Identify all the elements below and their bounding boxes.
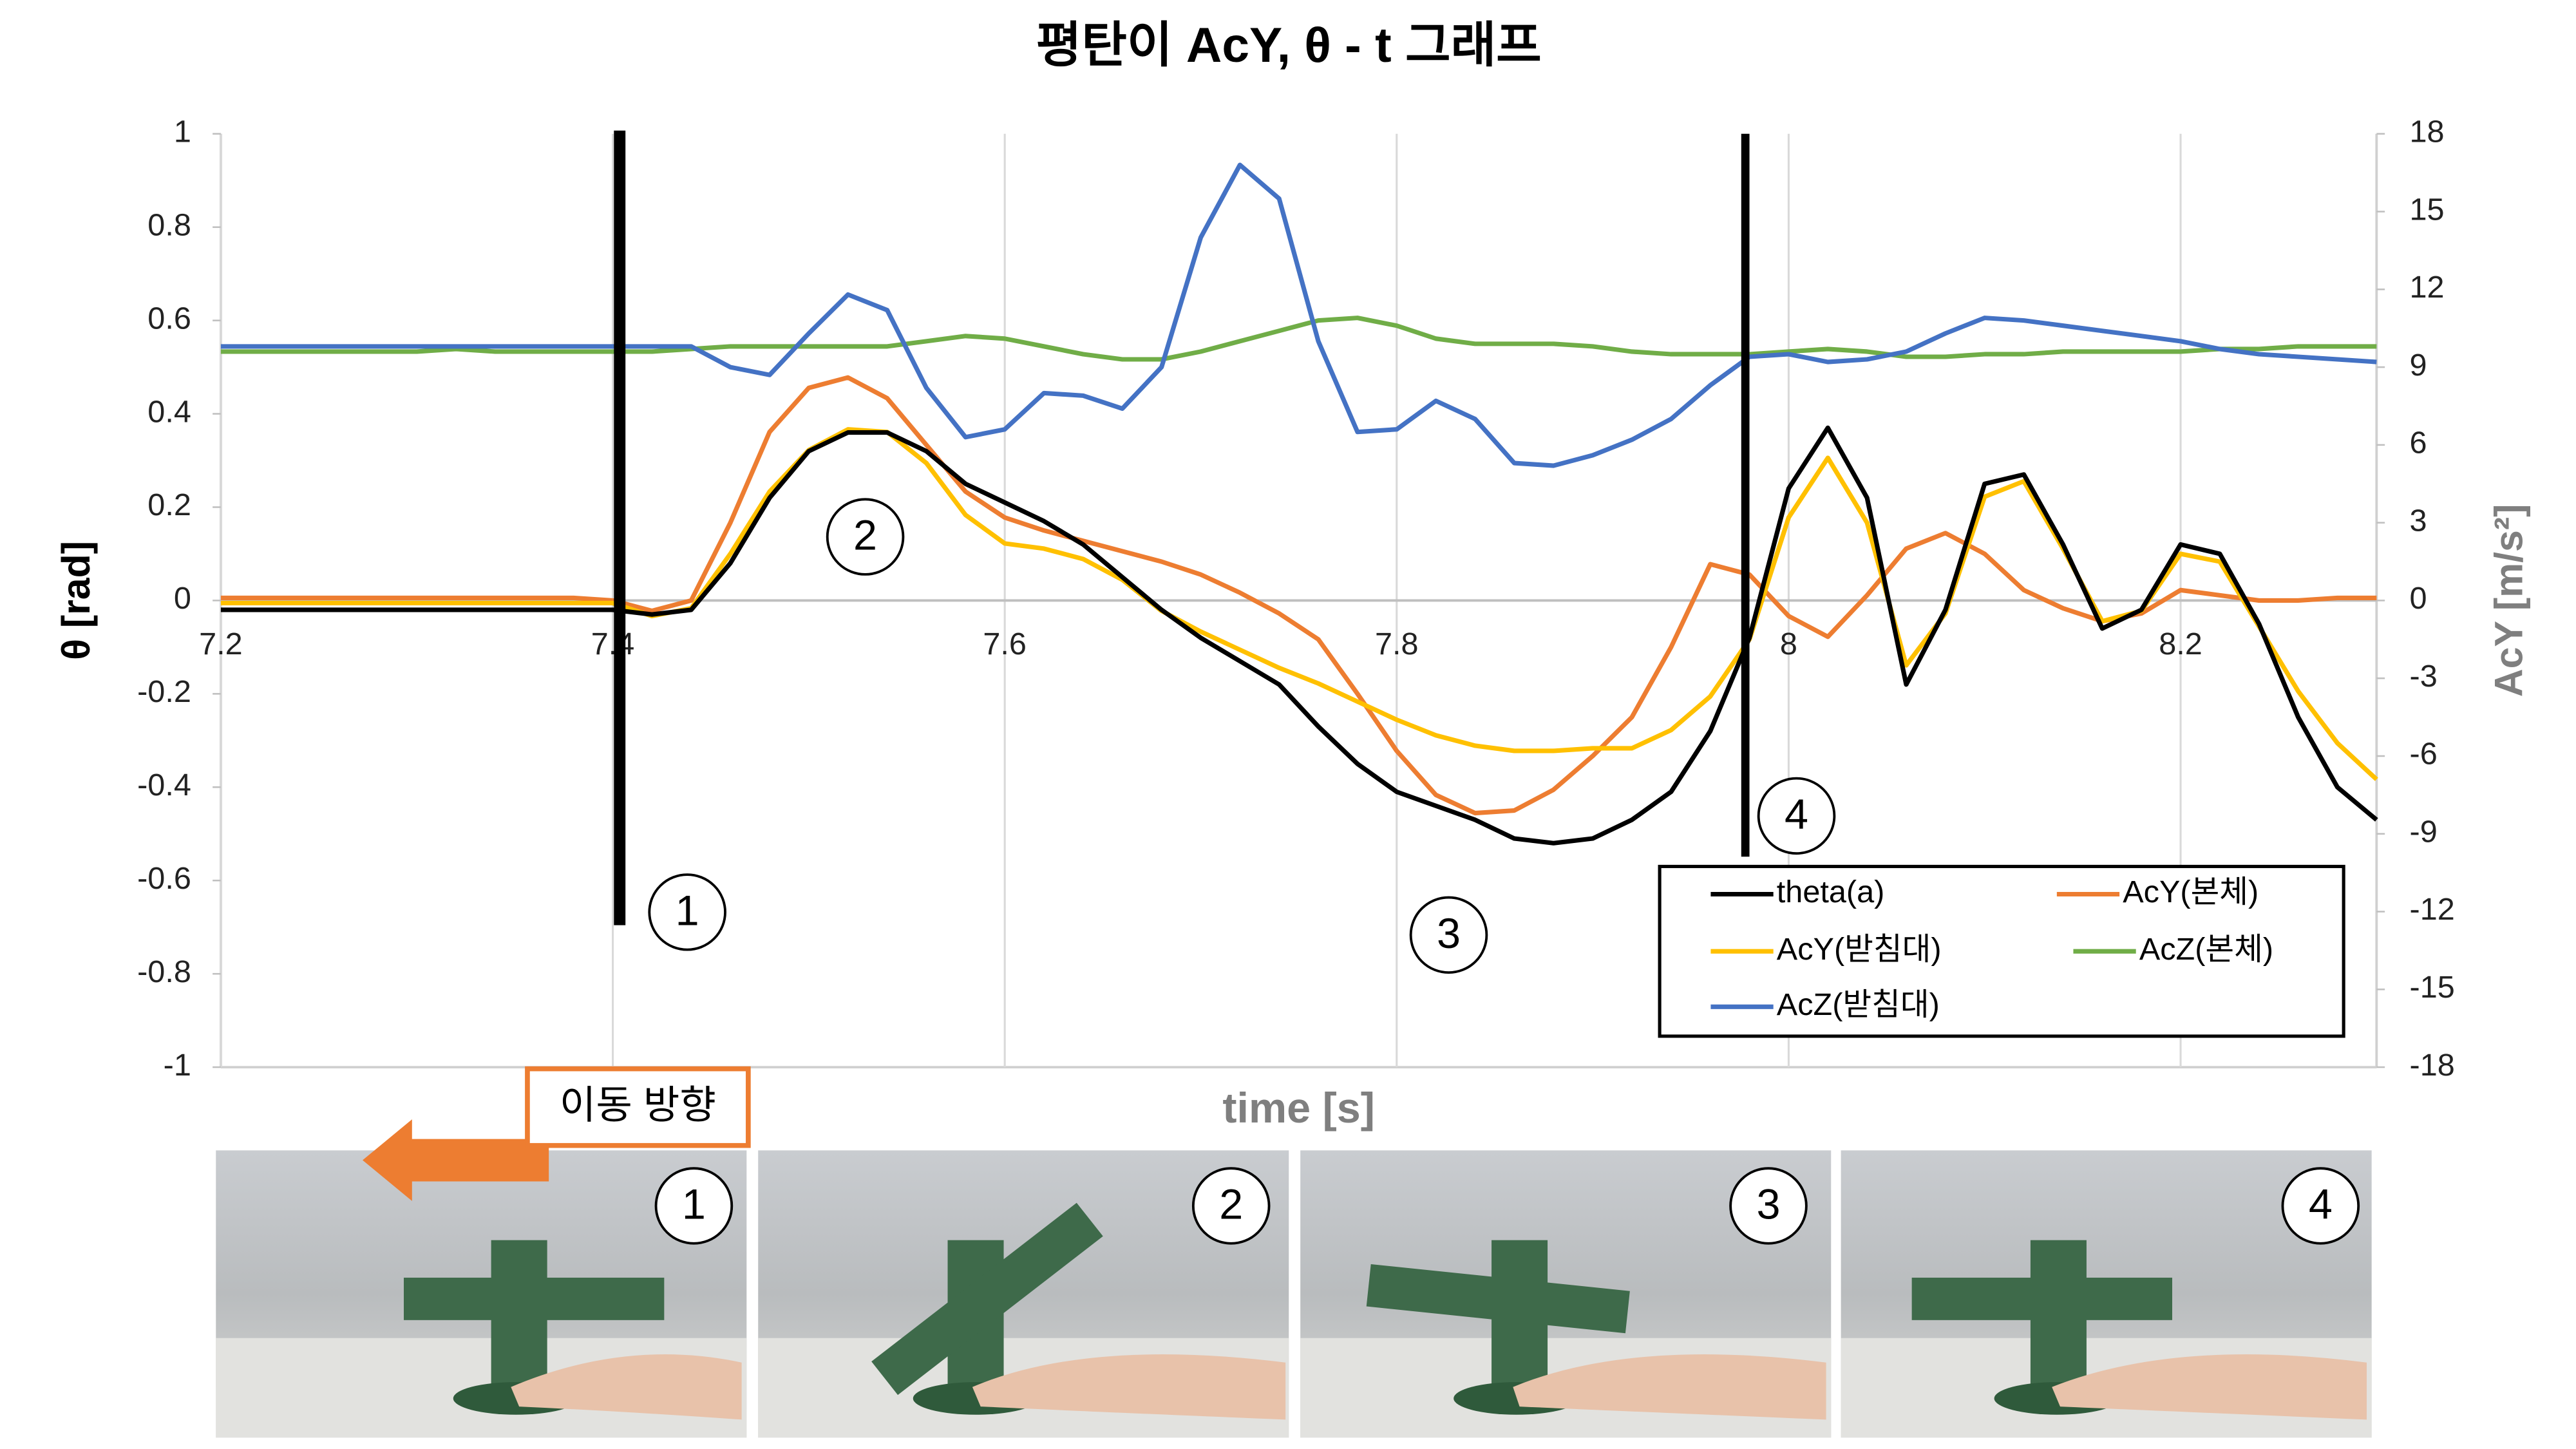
y-tick-label: 0 xyxy=(174,581,191,616)
photo-label: 2 xyxy=(1219,1181,1243,1229)
legend-label: AcZ(받침대) xyxy=(1777,987,1940,1022)
direction-arrow xyxy=(363,1119,549,1201)
photo-hand xyxy=(511,1354,742,1420)
series-line xyxy=(220,425,2378,846)
y-axis-title: θ [rad] xyxy=(54,541,98,660)
annotation: 1 xyxy=(676,887,699,935)
photo-hand xyxy=(1513,1354,1826,1420)
y2-tick-label: 6 xyxy=(2410,426,2427,460)
annotation-circle xyxy=(648,873,726,951)
photo-label: 1 xyxy=(682,1181,706,1229)
x-tick-label: 8 xyxy=(1780,627,1797,661)
direction-box xyxy=(525,1066,751,1148)
series-line xyxy=(220,375,2377,816)
photo-object xyxy=(2030,1240,2087,1404)
series-line xyxy=(220,162,2377,468)
y2-tick-label: -18 xyxy=(2410,1048,2455,1083)
x-tick-label: 8.2 xyxy=(2159,627,2202,661)
photo-label-circle xyxy=(1729,1167,1808,1245)
photo-hand xyxy=(2052,1354,2367,1420)
y-tick-label: 0.8 xyxy=(147,208,191,243)
photo-object xyxy=(1366,1264,1630,1334)
photo-label-circle xyxy=(1191,1167,1271,1245)
y2-tick-label: 12 xyxy=(2410,270,2445,305)
y2-tick-label: -9 xyxy=(2410,815,2438,849)
y-tick-label: 0.2 xyxy=(147,488,191,522)
direction-label: 이동 방향 xyxy=(560,1083,716,1127)
plot-area: 7.2 7.4 7.6 7.8 8 8.2 -1 -0.8 -0.6 -0.4 -0.2 0 0.2 0.… xyxy=(137,115,2455,1083)
annotations: 1 2 3 4 xyxy=(648,498,1836,974)
y-tick-label: -0.2 xyxy=(137,674,191,709)
legend-box xyxy=(1658,864,2345,1038)
y2-tick-label: 18 xyxy=(2410,115,2445,149)
photo-object xyxy=(491,1240,547,1404)
photo: 2 xyxy=(758,1150,1289,1438)
y-tick-label: -1 xyxy=(164,1048,191,1083)
x-tick-label: 7.8 xyxy=(1375,627,1419,661)
photo: 4 xyxy=(1841,1150,2372,1438)
photo-object xyxy=(403,1277,665,1320)
annotation: 4 xyxy=(1785,791,1808,838)
y-tick-label: 1 xyxy=(174,115,191,149)
y2-tick-label: 3 xyxy=(2410,504,2427,538)
annotation-circle xyxy=(1409,896,1488,974)
legend: theta(a) AcY(본체) AcY(받침대) AcZ(본체) AcZ(받침대) xyxy=(1658,864,2345,1038)
y2-tick-label: -6 xyxy=(2410,737,2438,772)
x-tick-label: 7.6 xyxy=(983,627,1027,661)
x-axis-title: time [s] xyxy=(1222,1084,1375,1132)
y2-tick-label: 15 xyxy=(2410,192,2445,227)
photo-label: 3 xyxy=(1757,1181,1781,1229)
photo-label-circle xyxy=(654,1167,734,1245)
photo-hand xyxy=(972,1354,1286,1420)
photo: 1 xyxy=(216,1150,747,1438)
annotation: 3 xyxy=(1437,910,1461,958)
photos: 1 2 3 xyxy=(216,1150,2372,1438)
y-tick-label: -0.4 xyxy=(137,768,191,802)
y2-tick-label: 9 xyxy=(2410,348,2427,383)
y-tick-label: -0.8 xyxy=(137,954,191,989)
series-line xyxy=(220,316,2377,362)
photo-label-circle xyxy=(2281,1167,2360,1245)
y2-tick-label: -3 xyxy=(2410,659,2438,694)
y-tick-label: -0.6 xyxy=(137,861,191,896)
x-tick-label: 7.2 xyxy=(199,627,243,661)
annotation: 2 xyxy=(853,512,877,560)
chart-title: 평탄이 AcY, θ - t 그래프 xyxy=(1036,18,1542,73)
legend-label: AcZ(본체) xyxy=(2139,932,2273,967)
photo-object xyxy=(1911,1277,2173,1320)
y2-tick-label: -12 xyxy=(2410,892,2455,927)
legend-label: theta(a) xyxy=(1777,875,1885,909)
y-tick-label: 0.4 xyxy=(147,394,191,429)
legend-label: AcY(본체) xyxy=(2123,875,2259,909)
y2-axis-title: AcY [m/s²] xyxy=(2486,504,2530,697)
y2-tick-label: 0 xyxy=(2410,581,2427,616)
annotation-circle xyxy=(826,498,905,576)
photo: 3 xyxy=(1300,1150,1832,1438)
y-tick-label: 0.6 xyxy=(147,301,191,336)
photo-object xyxy=(871,1202,1103,1396)
series-line xyxy=(220,427,2378,781)
x-tick-label: 7.4 xyxy=(591,627,635,661)
y2-tick-label: -15 xyxy=(2410,970,2455,1005)
photo-label: 4 xyxy=(2309,1181,2333,1229)
annotation-circle xyxy=(1757,777,1836,855)
legend-label: AcY(받침대) xyxy=(1777,932,1942,967)
